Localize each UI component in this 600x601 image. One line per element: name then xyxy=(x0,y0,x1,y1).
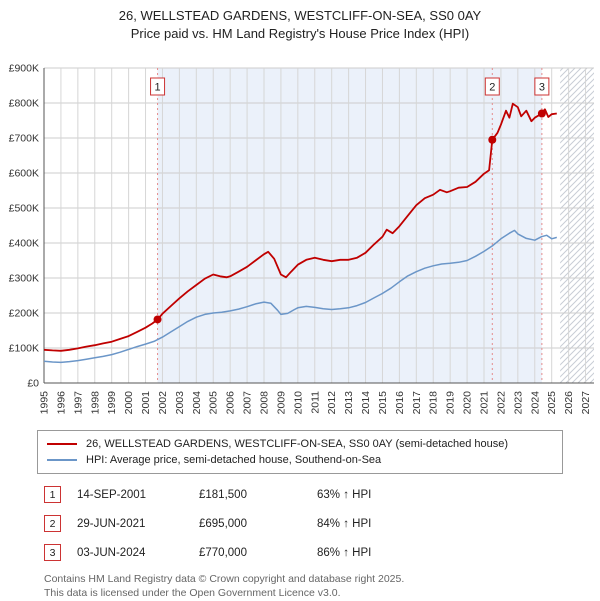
svg-text:2005: 2005 xyxy=(208,391,220,415)
svg-text:£200K: £200K xyxy=(9,308,39,320)
transaction-price: £770,000 xyxy=(199,546,247,559)
svg-text:2026: 2026 xyxy=(563,391,575,415)
svg-text:£400K: £400K xyxy=(9,238,39,250)
svg-text:£500K: £500K xyxy=(9,203,39,215)
license-footer: Contains HM Land Registry data © Crown c… xyxy=(44,573,600,600)
svg-text:2027: 2027 xyxy=(580,391,592,415)
svg-text:2007: 2007 xyxy=(242,391,254,415)
legend-label-price-paid: 26, WELLSTEAD GARDENS, WESTCLIFF-ON-SEA,… xyxy=(86,438,509,451)
legend-label-hpi: HPI: Average price, semi-detached house,… xyxy=(86,454,382,467)
svg-text:£600K: £600K xyxy=(9,168,39,180)
price-chart-svg: £0 £100K £200K £300K £400K £500K £600K £700K £80… xyxy=(9,63,594,415)
svg-text:1995: 1995 xyxy=(39,391,51,415)
transaction-hpi-change: 86% ↑ HPI xyxy=(317,546,372,559)
svg-text:1997: 1997 xyxy=(72,391,84,415)
svg-text:2001: 2001 xyxy=(140,391,152,415)
transaction-price: £695,000 xyxy=(199,517,247,530)
svg-text:1996: 1996 xyxy=(55,391,67,415)
svg-text:£700K: £700K xyxy=(9,133,39,145)
hpi-line-swatch xyxy=(47,459,77,462)
footer-line-1: Contains HM Land Registry data © Crown c… xyxy=(44,573,405,586)
svg-text:2018: 2018 xyxy=(428,391,440,415)
transaction-number-badge: 2 xyxy=(44,515,61,533)
svg-text:1: 1 xyxy=(154,82,160,94)
svg-text:£800K: £800K xyxy=(9,98,39,110)
svg-text:2010: 2010 xyxy=(292,391,304,415)
svg-text:£900K: £900K xyxy=(9,63,39,75)
svg-text:£0: £0 xyxy=(27,378,39,390)
svg-text:2023: 2023 xyxy=(512,391,524,415)
transaction-date: 03-JUN-2024 xyxy=(77,546,146,559)
transaction-date: 29-JUN-2021 xyxy=(77,517,146,530)
transaction-number-badge: 3 xyxy=(44,544,61,562)
legend: 26, WELLSTEAD GARDENS, WESTCLIFF-ON-SEA,… xyxy=(37,430,563,475)
transactions-table: 1 14-SEP-2001 £181,500 63% ↑ HPI 2 29-JU… xyxy=(44,486,600,562)
svg-text:2013: 2013 xyxy=(343,391,355,415)
svg-text:2011: 2011 xyxy=(309,391,321,414)
price-paid-line-swatch xyxy=(47,443,77,446)
svg-text:2002: 2002 xyxy=(157,391,169,415)
legend-item-hpi: HPI: Average price, semi-detached house,… xyxy=(47,452,553,468)
svg-text:2009: 2009 xyxy=(275,391,287,415)
svg-text:2012: 2012 xyxy=(326,391,338,415)
svg-text:2015: 2015 xyxy=(377,391,389,415)
transaction-date: 14-SEP-2001 xyxy=(77,488,147,501)
svg-text:2022: 2022 xyxy=(495,391,507,415)
chart-header: 26, WELLSTEAD GARDENS, WESTCLIFF-ON-SEA,… xyxy=(0,0,600,43)
legend-item-price-paid: 26, WELLSTEAD GARDENS, WESTCLIFF-ON-SEA,… xyxy=(47,436,553,452)
svg-text:2000: 2000 xyxy=(123,391,135,415)
svg-text:2017: 2017 xyxy=(411,391,423,415)
transaction-number-badge: 1 xyxy=(44,486,61,504)
svg-text:1998: 1998 xyxy=(89,391,101,415)
page-title: 26, WELLSTEAD GARDENS, WESTCLIFF-ON-SEA,… xyxy=(118,8,482,23)
footer-line-2: This data is licensed under the Open Gov… xyxy=(44,587,341,600)
svg-text:2006: 2006 xyxy=(225,391,237,415)
page-subtitle: Price paid vs. HM Land Registry's House … xyxy=(130,26,470,42)
transaction-row-1: 1 14-SEP-2001 £181,500 63% ↑ HPI xyxy=(44,486,600,504)
svg-text:£100K: £100K xyxy=(9,343,39,355)
svg-text:2020: 2020 xyxy=(462,391,474,415)
svg-text:3: 3 xyxy=(539,82,545,94)
price-chart: £0 £100K £200K £300K £400K £500K £600K £700K £80… xyxy=(0,43,600,428)
svg-text:2025: 2025 xyxy=(546,391,558,415)
svg-text:2016: 2016 xyxy=(394,391,406,415)
svg-text:2: 2 xyxy=(489,82,495,94)
transaction-row-2: 2 29-JUN-2021 £695,000 84% ↑ HPI xyxy=(44,515,600,533)
svg-text:2021: 2021 xyxy=(479,391,491,415)
svg-text:2019: 2019 xyxy=(445,391,457,415)
svg-text:2014: 2014 xyxy=(360,391,372,415)
svg-text:2003: 2003 xyxy=(174,391,186,415)
svg-text:2004: 2004 xyxy=(191,391,203,415)
svg-text:£300K: £300K xyxy=(9,273,39,285)
transaction-hpi-change: 84% ↑ HPI xyxy=(317,517,372,530)
transaction-row-3: 3 03-JUN-2024 £770,000 86% ↑ HPI xyxy=(44,544,600,562)
svg-text:2008: 2008 xyxy=(259,391,271,415)
svg-text:1999: 1999 xyxy=(106,391,118,415)
svg-text:2024: 2024 xyxy=(529,391,541,415)
transaction-price: £181,500 xyxy=(199,488,247,501)
transaction-hpi-change: 63% ↑ HPI xyxy=(317,488,372,501)
